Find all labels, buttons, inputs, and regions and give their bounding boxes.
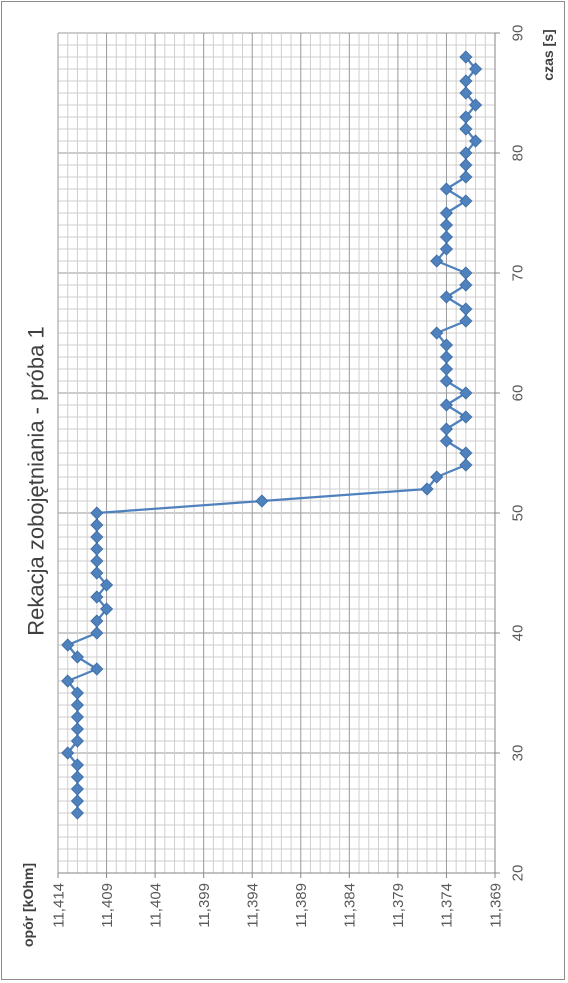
data-point bbox=[459, 86, 473, 100]
data-point bbox=[420, 482, 434, 496]
chart-title: Rekacja zobojętniania - próba 1 bbox=[24, 326, 49, 635]
data-point bbox=[70, 722, 84, 736]
resistance-tick-label: 11,379 bbox=[390, 883, 407, 928]
data-point bbox=[90, 554, 104, 568]
data-point bbox=[255, 494, 269, 508]
data-point bbox=[439, 362, 454, 376]
data-point bbox=[469, 134, 483, 148]
resistance-tick-label: 11,409 bbox=[99, 883, 116, 928]
data-point bbox=[61, 746, 75, 760]
data-point bbox=[70, 710, 84, 724]
data-point bbox=[439, 182, 454, 196]
time-tick-label: 90 bbox=[509, 25, 526, 42]
time-tick-label: 50 bbox=[509, 505, 526, 522]
data-point bbox=[70, 758, 84, 772]
data-point bbox=[459, 302, 473, 316]
data-point bbox=[90, 662, 104, 676]
data-point bbox=[469, 62, 483, 76]
data-point bbox=[439, 206, 454, 220]
data-point bbox=[70, 782, 84, 796]
data-point bbox=[70, 734, 84, 748]
data-point bbox=[439, 350, 454, 364]
data-point bbox=[459, 266, 473, 280]
time-tick-label: 80 bbox=[509, 145, 526, 162]
data-point bbox=[70, 806, 84, 820]
resistance-tick-label: 11,374 bbox=[439, 883, 456, 928]
data-point bbox=[70, 650, 84, 664]
time-axis-title: czas [s] bbox=[540, 29, 556, 80]
data-point bbox=[99, 578, 114, 592]
data-point bbox=[439, 398, 454, 412]
data-point bbox=[459, 122, 473, 136]
time-tick-label: 60 bbox=[509, 385, 526, 402]
data-point bbox=[459, 110, 473, 124]
data-point bbox=[430, 254, 444, 268]
data-point bbox=[459, 458, 473, 472]
data-point bbox=[90, 518, 104, 532]
data-point bbox=[439, 242, 454, 256]
resistance-tick-label: 11,404 bbox=[147, 883, 164, 928]
data-point bbox=[90, 614, 104, 628]
resistance-tick-label: 11,399 bbox=[196, 883, 213, 928]
data-point bbox=[459, 278, 473, 292]
data-point bbox=[61, 638, 75, 652]
data-point bbox=[90, 506, 104, 520]
data-point bbox=[439, 218, 454, 232]
resistance-tick-label: 11,394 bbox=[244, 883, 261, 928]
data-point bbox=[439, 230, 454, 244]
data-point bbox=[439, 290, 454, 304]
data-point bbox=[469, 98, 483, 112]
data-point bbox=[90, 530, 104, 544]
data-point bbox=[439, 338, 454, 352]
resistance-tick-label: 11,369 bbox=[487, 883, 504, 928]
data-point bbox=[459, 194, 473, 208]
data-point bbox=[70, 794, 84, 808]
data-point bbox=[90, 566, 104, 580]
data-point bbox=[459, 50, 473, 64]
data-point bbox=[90, 590, 104, 604]
time-tick-label: 40 bbox=[509, 625, 526, 642]
data-point bbox=[99, 602, 114, 616]
data-point bbox=[459, 410, 473, 424]
data-point bbox=[459, 158, 473, 172]
data-point bbox=[70, 698, 84, 712]
data-point bbox=[90, 542, 104, 556]
data-point bbox=[439, 422, 454, 436]
resistance-tick-label: 11,389 bbox=[293, 883, 310, 928]
data-point bbox=[439, 374, 454, 388]
data-point bbox=[459, 386, 473, 400]
time-tick-label: 20 bbox=[509, 865, 526, 882]
data-point bbox=[61, 674, 75, 688]
data-point bbox=[459, 170, 473, 184]
time-tick-label: 30 bbox=[509, 745, 526, 762]
data-point bbox=[439, 434, 454, 448]
resistance-tick-label: 11,414 bbox=[50, 883, 67, 928]
data-point bbox=[459, 446, 473, 460]
resistance-tick-label: 11,384 bbox=[342, 883, 359, 928]
resistance-axis-title: opór [kOhm] bbox=[20, 863, 36, 947]
data-point bbox=[459, 314, 473, 328]
data-point bbox=[70, 686, 84, 700]
data-point bbox=[430, 470, 444, 484]
data-point bbox=[70, 770, 84, 784]
data-point bbox=[430, 326, 444, 340]
data-point bbox=[90, 626, 104, 640]
data-point bbox=[459, 146, 473, 160]
data-point bbox=[459, 74, 473, 88]
time-tick-label: 70 bbox=[509, 265, 526, 282]
